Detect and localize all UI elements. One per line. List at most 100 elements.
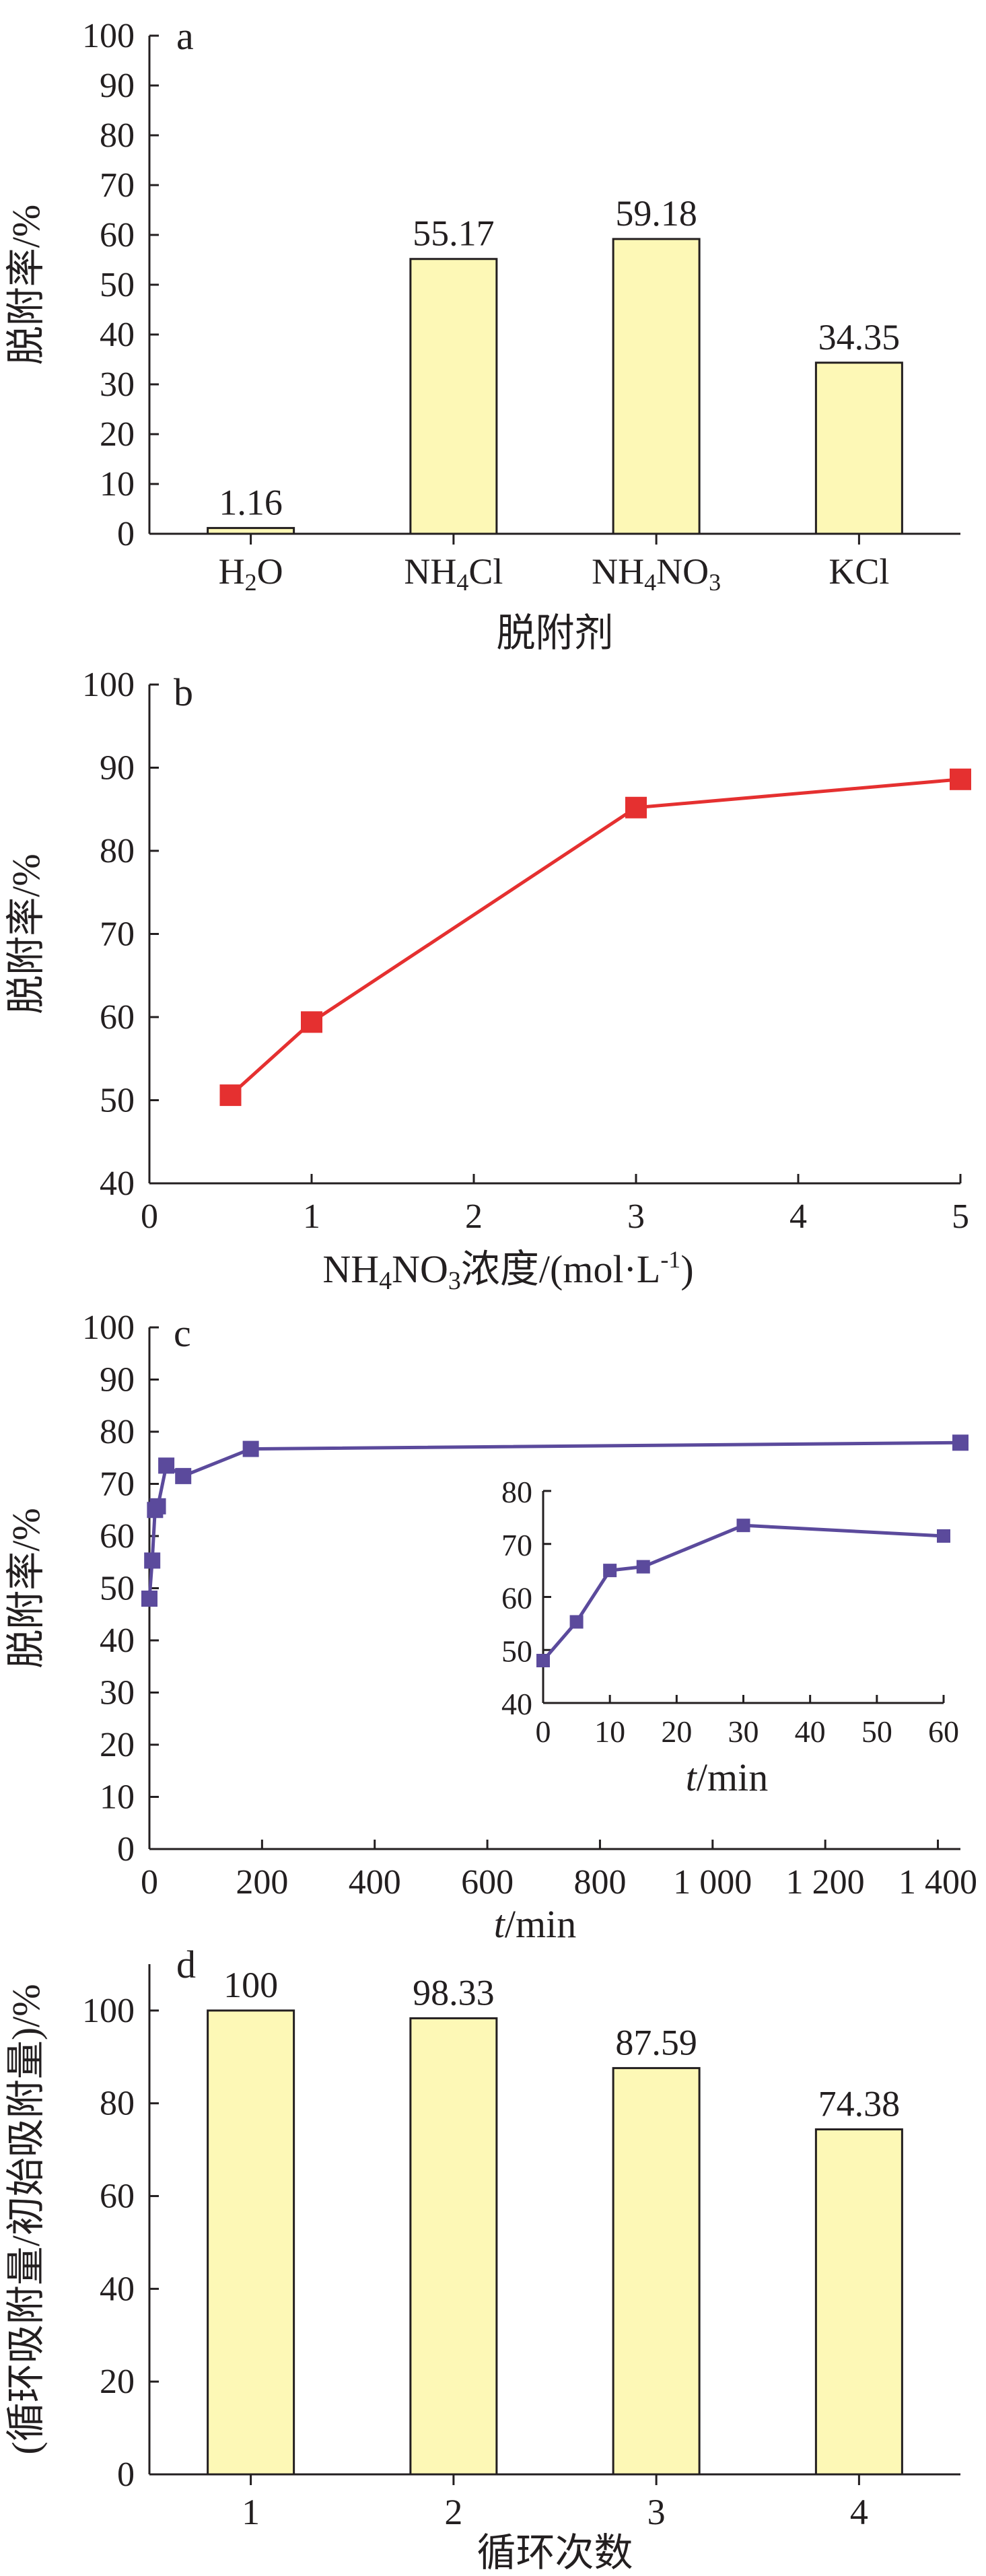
inset-y-tick-label: 40 <box>501 1687 532 1721</box>
panel-c-data-point <box>242 1440 259 1457</box>
panel-a-bar <box>207 526 295 535</box>
panel-d-letter: d <box>176 1943 196 1986</box>
panel-a-bar-value-label: 55.17 <box>413 213 495 254</box>
category-tail: O <box>257 551 283 592</box>
panel-a-category-label: NH4Cl <box>404 551 503 596</box>
panel-c-y-tick-label: 50 <box>100 1570 135 1608</box>
inset-x-tick-label: 50 <box>861 1714 892 1749</box>
panel-b-series-line <box>229 777 961 1096</box>
panel-d-bar <box>612 2066 701 2476</box>
category-base: H <box>219 551 245 592</box>
panel-b-x-tick-label: 3 <box>627 1197 645 1236</box>
panel-c-x-tick-label: 0 <box>141 1863 158 1902</box>
x-title-part: NO <box>392 1247 448 1291</box>
panel-b-y-tick-label: 100 <box>82 666 135 704</box>
panel-d-y-tick-label: 0 <box>117 2456 135 2494</box>
panel-b-data-point <box>219 1084 242 1107</box>
panel-c-y-axis-title: 脱附率/% <box>4 1508 48 1668</box>
panel-c-x-tick-label: 600 <box>461 1863 514 1902</box>
panel-c-y-tick-label: 40 <box>100 1622 135 1660</box>
panel-a-y-tick-label: 70 <box>100 166 135 205</box>
panel-a-y-tick-label: 10 <box>100 465 135 503</box>
inset-x-tick-label: 40 <box>795 1714 826 1749</box>
panel-c-y-tick-label: 60 <box>100 1517 135 1556</box>
panel-d-y-tick-label: 60 <box>100 2178 135 2216</box>
panel-c-x-axis-title: t/min <box>494 1902 576 1946</box>
panel-b-y-axis-title: 脱附率/% <box>4 854 48 1014</box>
panel-a-y-tick-label: 40 <box>100 316 135 354</box>
panel-c-y-tick-label: 30 <box>100 1674 135 1712</box>
x-title-subscript: 4 <box>379 1267 392 1295</box>
panel-b-data-point <box>301 1011 322 1033</box>
panel-a-letter: a <box>176 14 194 58</box>
panel-c-y-tick-label: 80 <box>100 1413 135 1451</box>
panel-c-x-tick-label: 800 <box>573 1863 626 1902</box>
x-title-part: NH <box>322 1247 379 1291</box>
panel-c-inset: 40 50 60 70 80 0 10 20 30 40 50 60 t/min <box>501 1475 959 1799</box>
panel-a-y-tick-label: 0 <box>117 515 135 553</box>
panel-a-bar-value-label: 34.35 <box>818 317 901 357</box>
category-subscript: 3 <box>709 569 721 596</box>
panel-c-x-tick-label: 400 <box>349 1863 401 1902</box>
x-title-superscript: -1 <box>660 1246 680 1273</box>
panel-b-y-tick-label: 50 <box>100 1082 135 1120</box>
inset-y-tick-label: 60 <box>501 1581 532 1615</box>
x-title-italic: t <box>686 1755 698 1799</box>
category-subscript: 4 <box>456 569 468 596</box>
panel-d-bar-value-label: 98.33 <box>413 1972 495 2013</box>
inset-x-axis-title: t/min <box>686 1755 768 1799</box>
panel-c-series-line <box>147 1440 961 1599</box>
panel-c-x-tick-label: 1 200 <box>786 1863 865 1902</box>
panel-a-bar <box>612 238 701 535</box>
category-tail: Cl <box>468 551 503 592</box>
panel-b-x-tick-label: 0 <box>141 1197 158 1236</box>
panel-d-category-label: 3 <box>647 2492 666 2532</box>
panel-b-x-axis-title: NH4NO3浓度/(mol·L-1) <box>322 1246 693 1295</box>
inset-data-point <box>603 1564 617 1578</box>
inset-series-line <box>542 1523 944 1662</box>
panel-a: 01020304050607080901001.16H2O55.17NH4Cl5… <box>4 14 960 655</box>
panel-d-bar-value-label: 100 <box>223 1965 278 2005</box>
panel-b-x-tick-label: 2 <box>465 1197 483 1236</box>
category-base: NH <box>404 551 456 592</box>
inset-x-tick-label: 30 <box>728 1714 759 1749</box>
panel-d-bar <box>814 2128 903 2476</box>
panel-d-bar <box>207 2009 295 2476</box>
panel-b-x-tick-label: 5 <box>952 1197 969 1236</box>
inset-y-tick-label: 70 <box>501 1528 532 1562</box>
inset-y-tick-label: 50 <box>501 1634 532 1668</box>
panel-c-y-tick-label: 90 <box>100 1361 135 1399</box>
panel-d-x-axis-title: 循环次数 <box>477 2531 633 2575</box>
inset-data-point <box>636 1560 650 1574</box>
panel-c-data-point <box>952 1434 969 1451</box>
category-subscript: 2 <box>245 569 257 596</box>
x-title-part: /min <box>697 1755 768 1799</box>
panel-d-category-label: 2 <box>444 2492 462 2532</box>
panel-d-y-tick-label: 80 <box>100 2085 135 2123</box>
category-tail: NO <box>656 551 709 592</box>
panel-b-letter: b <box>174 670 193 714</box>
panel-b-x-tick-label: 4 <box>789 1197 807 1236</box>
panel-d: 0 20 40 60 80 100 100 1 98.33 2 87.59 3 74.38 4 d 循环次数 (… <box>4 1943 960 2575</box>
inset-data-point <box>937 1529 950 1543</box>
panel-a-y-tick-label: 90 <box>100 67 135 105</box>
inset-x-tick-label: 20 <box>661 1714 692 1749</box>
panel-d-y-tick-label: 40 <box>100 2270 135 2308</box>
x-title-part: 浓度/(mol·L <box>461 1247 660 1291</box>
panel-d-category-label: 4 <box>850 2492 868 2532</box>
panel-a-y-tick-label: 100 <box>82 17 135 55</box>
panel-c-x-tick-label: 1 000 <box>673 1863 752 1902</box>
panel-d-y-tick-label: 20 <box>100 2363 135 2401</box>
panel-a-y-tick-label: 30 <box>100 365 135 404</box>
inset-data-point <box>736 1519 750 1533</box>
panel-b-data-point <box>950 768 971 790</box>
inset-x-tick-label: 0 <box>536 1714 551 1749</box>
panel-c-data-point <box>175 1467 192 1484</box>
panel-a-category-label: NH4NO3 <box>592 551 721 596</box>
panel-d-category-label: 1 <box>242 2492 260 2532</box>
panel-a-category-label: H2O <box>219 551 283 596</box>
panel-c-data-point <box>149 1498 166 1515</box>
